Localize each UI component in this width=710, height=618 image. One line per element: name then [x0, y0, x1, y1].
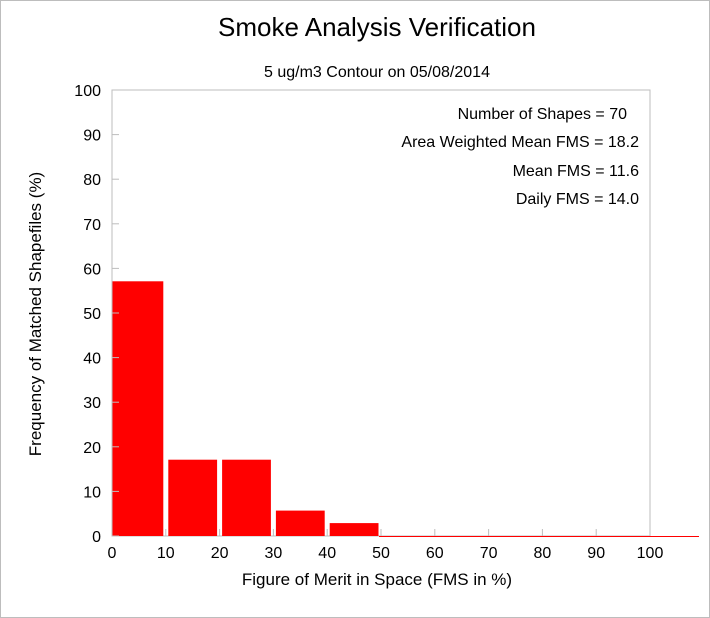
annotation-number-of-shapes: Number of Shapes = 70	[458, 106, 628, 123]
annotation-mean-fms: Mean FMS = 11.6	[513, 163, 640, 180]
x-tick-label: 70	[480, 545, 498, 562]
stats-annotations: Number of Shapes = 70 Area Weighted Mean…	[401, 106, 639, 208]
x-tick-label: 20	[211, 545, 229, 562]
x-tick-label: 10	[157, 545, 175, 562]
x-tick-label: 90	[587, 545, 605, 562]
y-tick-label: 60	[83, 261, 101, 278]
annotation-area-weighted-mean-fms: Area Weighted Mean FMS = 18.2	[401, 134, 639, 151]
x-tick-label: 40	[318, 545, 336, 562]
x-tick-label: 100	[637, 545, 664, 562]
chart-subtitle: 5 ug/m3 Contour on 05/08/2014	[264, 64, 490, 81]
y-tick-label: 20	[83, 440, 101, 457]
y-tick-label: 90	[83, 128, 101, 145]
x-tick-label: 80	[534, 545, 552, 562]
y-tick-label: 0	[92, 529, 101, 546]
x-axis-ticks: 0 10 20 30 40 50 60 70 80 90 100	[108, 529, 664, 562]
y-tick-label: 30	[83, 395, 101, 412]
histogram-bar	[329, 523, 379, 536]
x-tick-label: 30	[265, 545, 283, 562]
x-tick-label: 0	[108, 545, 117, 562]
y-axis-ticks: 0 10 20 30 40 50 60 70 80 90 100	[74, 83, 119, 546]
y-tick-label: 80	[83, 172, 101, 189]
y-tick-label: 50	[83, 306, 101, 323]
histogram-bar	[168, 459, 218, 536]
chart-title: Smoke Analysis Verification	[218, 12, 536, 42]
x-tick-label: 50	[372, 545, 390, 562]
y-tick-label: 40	[83, 351, 101, 368]
x-tick-label: 60	[426, 545, 444, 562]
histogram-bar	[112, 281, 164, 536]
y-tick-label: 10	[83, 484, 101, 501]
y-tick-label: 70	[83, 217, 101, 234]
histogram-bar	[275, 510, 325, 536]
y-axis-label: Frequency of Matched Shapefiles (%)	[26, 172, 45, 456]
y-tick-label: 100	[74, 83, 101, 100]
x-axis-label: Figure of Merit in Space (FMS in %)	[242, 570, 512, 589]
histogram-bar	[222, 459, 271, 536]
bars	[112, 281, 379, 536]
annotation-daily-fms: Daily FMS = 14.0	[516, 191, 639, 208]
